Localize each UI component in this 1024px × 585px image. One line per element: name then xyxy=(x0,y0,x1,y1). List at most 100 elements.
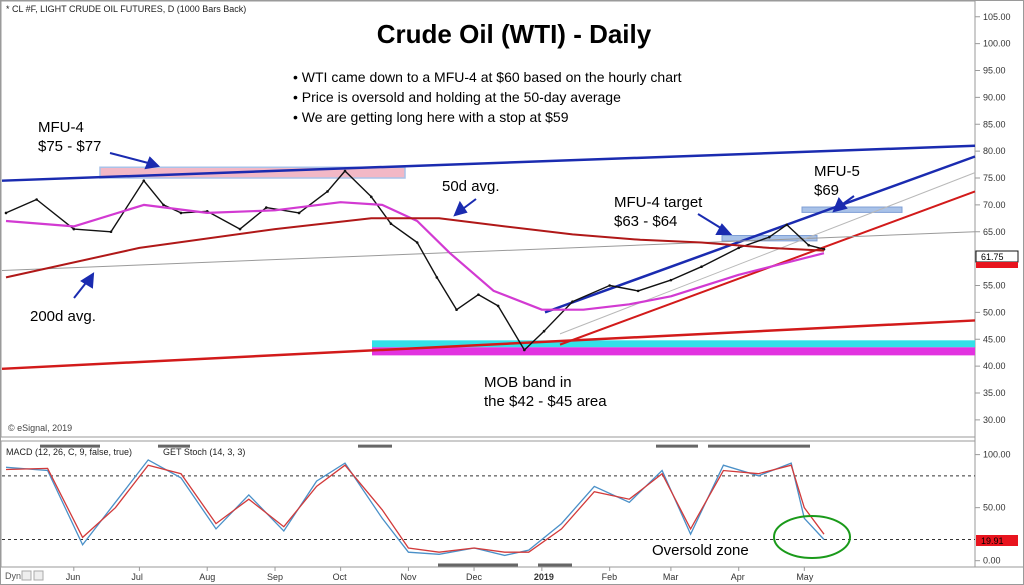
target-range: $63 - $64 xyxy=(614,213,677,230)
x-tick-label: Jun xyxy=(66,572,81,582)
note-1: • WTI came down to a MFU-4 at $60 based … xyxy=(293,69,682,85)
price-line xyxy=(5,170,825,351)
macd-label: MACD (12, 26, C, 9, false, true) xyxy=(6,447,132,457)
grey-trendline-high xyxy=(559,172,976,335)
price-point xyxy=(477,293,480,296)
price-point xyxy=(523,348,526,352)
stoch-k-line xyxy=(5,459,825,557)
price-point xyxy=(496,304,500,308)
stoch-layer xyxy=(2,444,975,567)
note-3: • We are getting long here with a stop a… xyxy=(293,109,569,125)
mob-label: MOB band in xyxy=(484,374,572,391)
dyn-label: Dyn xyxy=(5,571,21,581)
price-point xyxy=(636,289,640,293)
series-layer xyxy=(4,169,826,352)
y-tick-label: 40.00 xyxy=(983,361,1006,371)
arrow-avg50-head xyxy=(453,200,468,217)
price-point xyxy=(238,227,242,231)
price-point xyxy=(326,190,329,193)
avg200-label: 200d avg. xyxy=(30,308,96,325)
y-tick-label: 70.00 xyxy=(983,200,1006,210)
x-tick-label: Mar xyxy=(663,572,679,582)
price-point xyxy=(297,211,301,215)
arrow-mfu4 xyxy=(109,152,153,165)
scroll-icon[interactable] xyxy=(33,570,44,581)
x-tick-label: Sep xyxy=(267,572,283,582)
symbol-line: * CL #F, LIGHT CRUDE OIL FUTURES, D (100… xyxy=(6,4,246,14)
upper-trendline xyxy=(1,144,976,182)
price-point xyxy=(343,169,347,173)
oversold-circle xyxy=(773,515,851,559)
arrow-avg200-head xyxy=(80,272,95,289)
mob-band-cyan xyxy=(372,340,975,348)
y-tick-label: 50.00 xyxy=(983,307,1006,317)
y-tick-label: 80.00 xyxy=(983,146,1006,156)
arrow-mfu5-head xyxy=(832,197,848,213)
stoch-tag-box xyxy=(976,535,1018,546)
x-tick-label: Dec xyxy=(466,572,483,582)
target-label: MFU-4 target xyxy=(614,194,703,211)
mob-band-magenta xyxy=(372,347,975,356)
y-tick-label: 65.00 xyxy=(983,227,1006,237)
price-point xyxy=(785,223,789,227)
price-point xyxy=(700,265,703,268)
stoch-d-line xyxy=(5,464,825,553)
x-tick-label: 2019 xyxy=(534,572,554,582)
mfu4-label: MFU-4 xyxy=(38,119,84,136)
note-2: • Price is oversold and holding at the 5… xyxy=(293,89,621,105)
y-tick-label: 85.00 xyxy=(983,119,1006,129)
stoch-tick-label: 50.00 xyxy=(983,503,1006,513)
price-point xyxy=(669,278,673,282)
chart-title: Crude Oil (WTI) - Daily xyxy=(377,19,652,49)
x-tick-label: Apr xyxy=(731,572,745,582)
stoch-label: GET Stoch (14, 3, 3) xyxy=(163,447,245,457)
arrow-target-head xyxy=(715,223,733,235)
mob-range: the $42 - $45 area xyxy=(484,393,607,410)
stoch-tick-label: 0.00 xyxy=(983,556,1001,566)
mfu4-range: $75 - $77 xyxy=(38,138,101,155)
y-tick-label: 30.00 xyxy=(983,415,1006,425)
x-tick-label: May xyxy=(796,572,814,582)
price-point xyxy=(162,203,165,207)
arrow-mfu4-head xyxy=(144,156,161,170)
mfu5-zone xyxy=(801,206,903,213)
price-point xyxy=(179,211,183,215)
y-tick-label: 100.00 xyxy=(983,39,1011,49)
y-tick-label: 95.00 xyxy=(983,66,1006,76)
zoom-icon[interactable] xyxy=(21,570,32,581)
lower-trendline xyxy=(1,319,976,371)
price-point xyxy=(35,198,38,201)
price-point xyxy=(72,227,76,231)
y-tick-label: 90.00 xyxy=(983,92,1006,102)
x-tick-label: Aug xyxy=(199,572,215,582)
price-point xyxy=(737,246,741,250)
price-tag: 61.75 xyxy=(981,252,1004,262)
price-point xyxy=(608,284,611,287)
price-point xyxy=(389,222,393,225)
watermark: © eSignal, 2019 xyxy=(8,423,72,433)
price-point xyxy=(542,329,546,333)
stoch-tag: 19.91 xyxy=(981,536,1004,546)
price-y-axis: 105.00 100.00 95.00 90.00 85.00 80.00 75.00 70.… xyxy=(975,12,1011,425)
price-point xyxy=(369,195,373,199)
x-tick-label: Nov xyxy=(400,572,417,582)
price-tag-red xyxy=(976,262,1018,268)
price-point xyxy=(435,276,439,279)
price-point xyxy=(571,300,574,303)
price-point xyxy=(142,179,146,182)
oversold-label: Oversold zone xyxy=(652,542,749,559)
price-point xyxy=(415,241,419,244)
y-tick-label: 35.00 xyxy=(983,388,1006,398)
y-tick-label: 75.00 xyxy=(983,173,1006,183)
price-point xyxy=(109,230,113,234)
y-tick-label: 45.00 xyxy=(983,334,1006,344)
price-point xyxy=(768,235,771,239)
grey-trendline-low xyxy=(1,231,976,271)
stoch-y-axis: 100.00 50.00 0.00 xyxy=(975,450,1011,566)
x-tick-label: Jul xyxy=(131,572,143,582)
x-tick-label: Oct xyxy=(333,572,348,582)
price-point xyxy=(264,206,268,209)
ma200-line xyxy=(5,217,825,279)
x-tick-label: Feb xyxy=(602,572,618,582)
